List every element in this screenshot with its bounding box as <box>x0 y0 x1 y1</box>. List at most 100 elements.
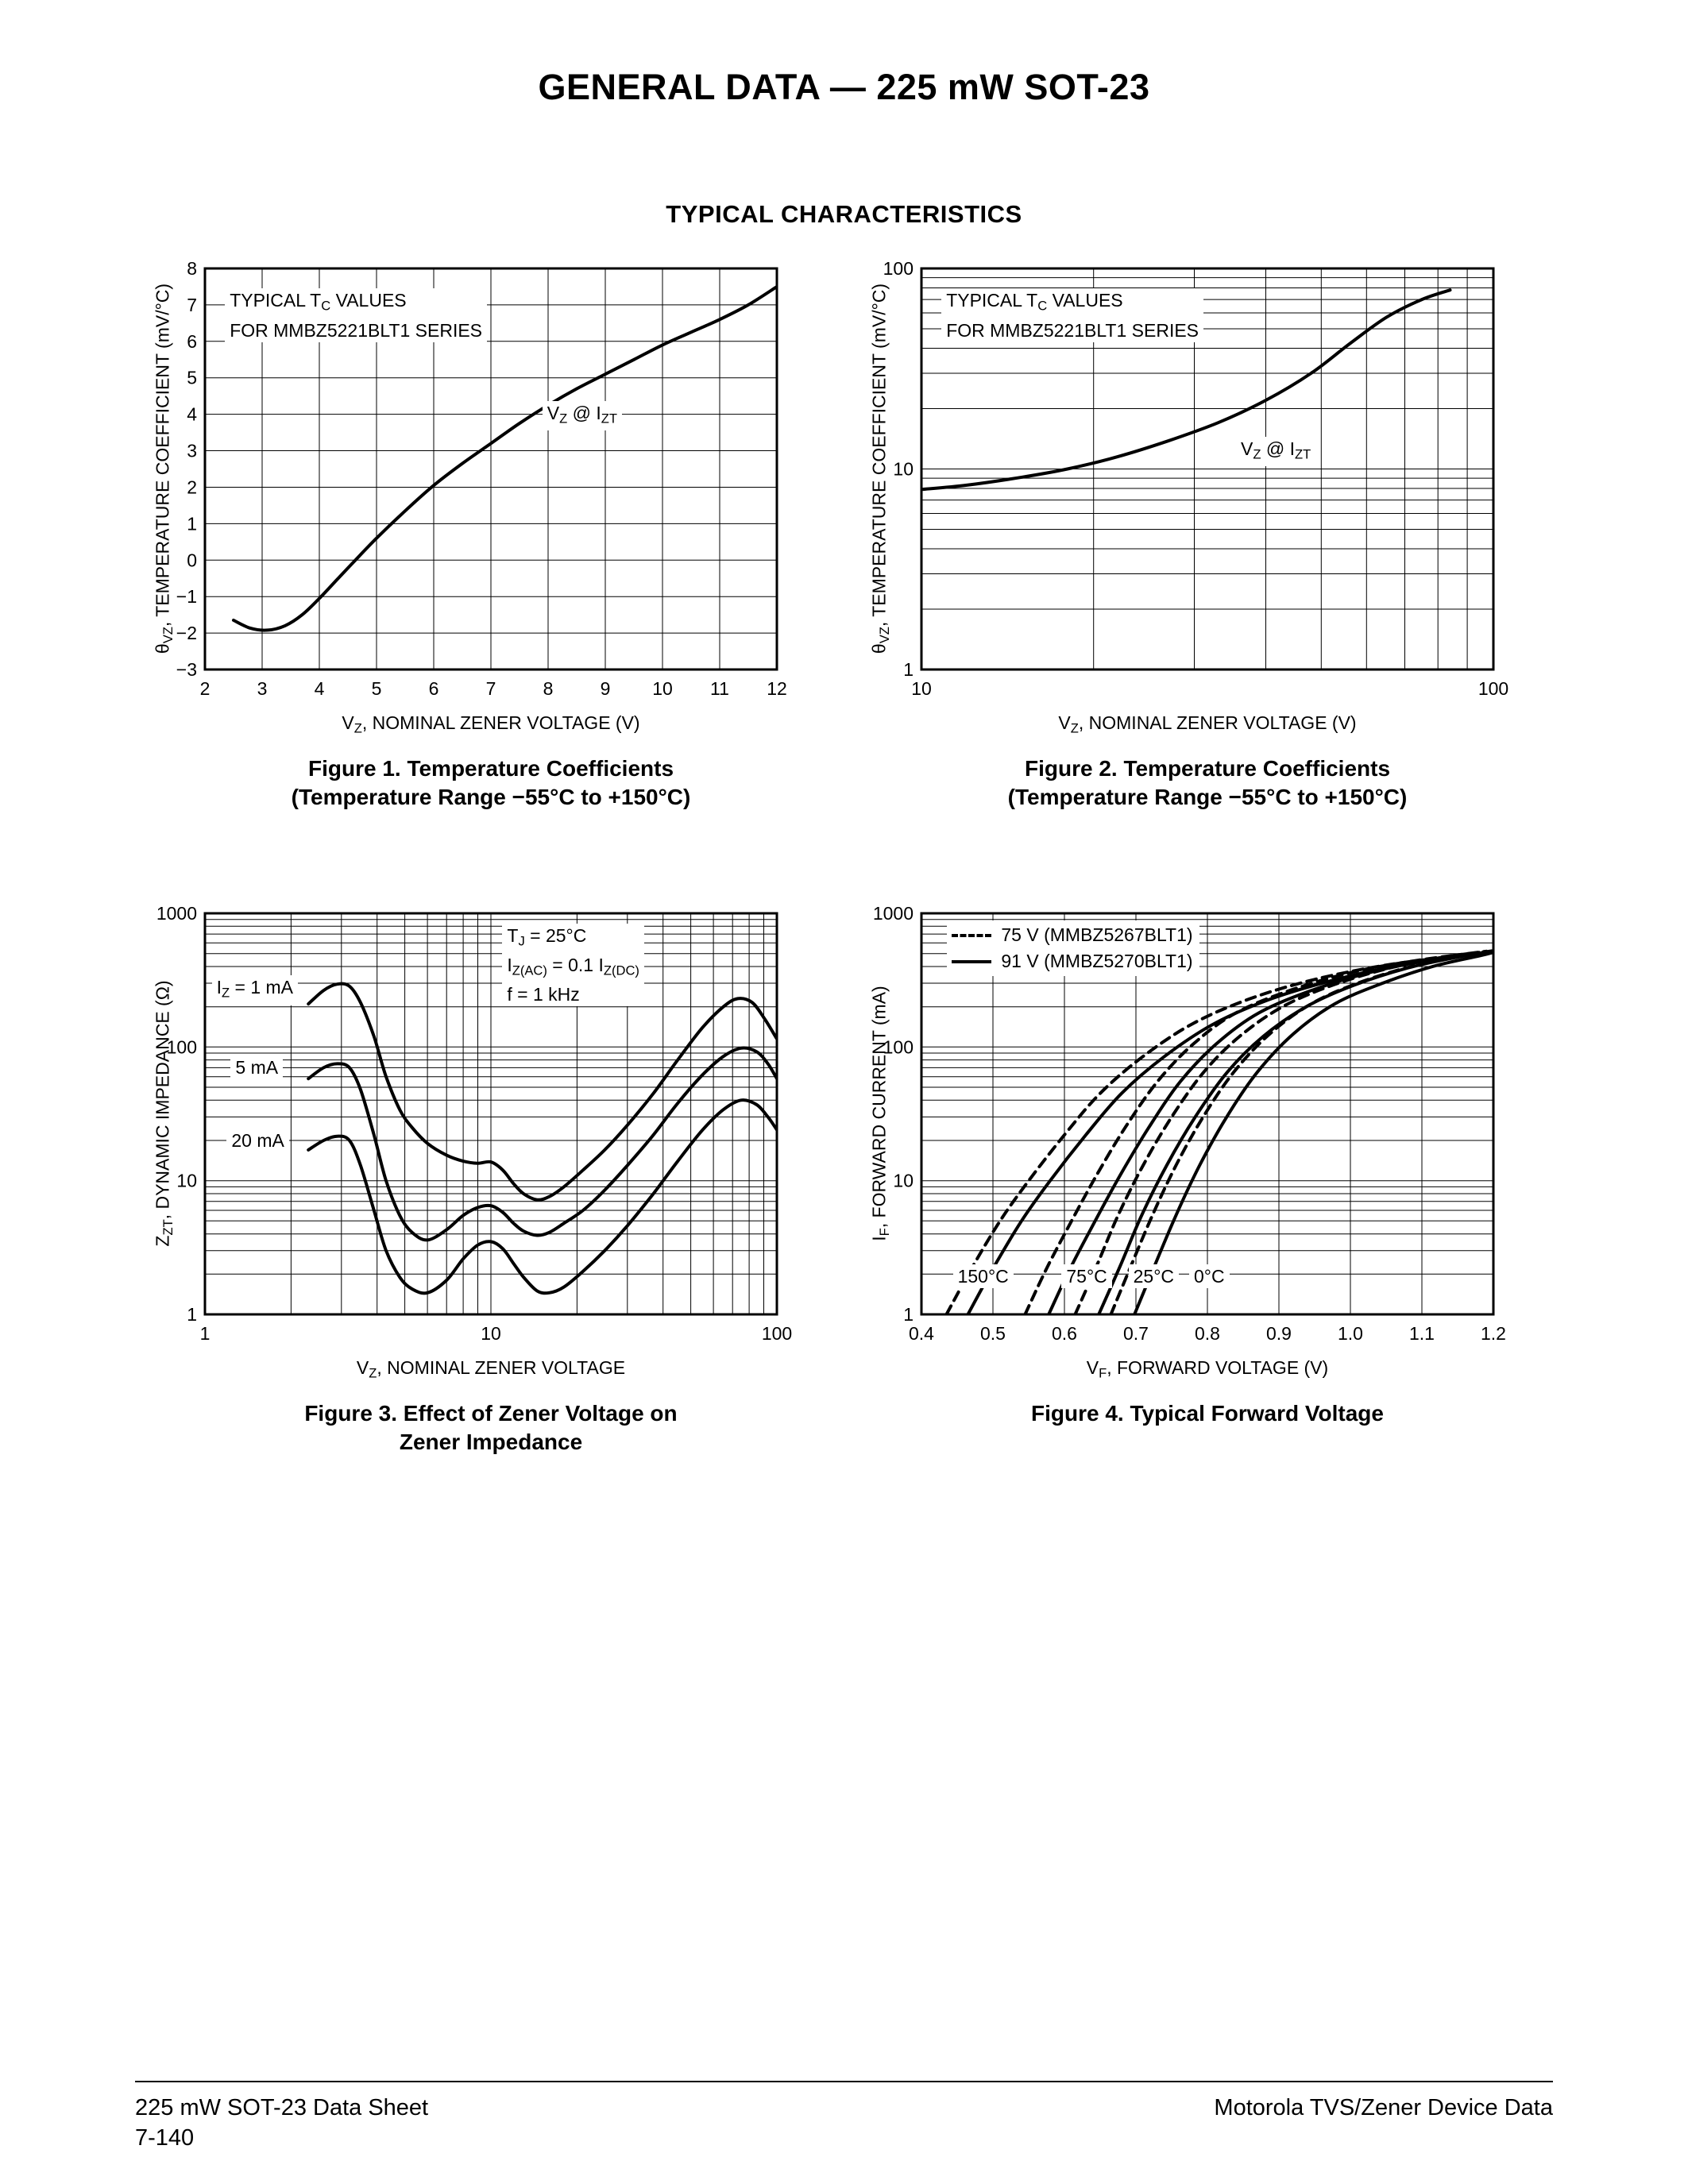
x-tick-label: 1.0 <box>1338 1323 1363 1344</box>
y-tick-label: 10 <box>176 1171 197 1191</box>
x-tick-label: 1.1 <box>1409 1323 1435 1344</box>
figure-4: IF, FORWARD CURRENT (mA) 0.4 0.5 0.6 0.7 0.8… <box>858 901 1557 1472</box>
y-tick-label: 1 <box>187 513 197 534</box>
forward-0c-75v <box>1109 949 1493 1314</box>
y-tick-label: 100 <box>883 1036 914 1057</box>
impedance-1ma <box>307 982 777 1202</box>
y-tick-label: 1 <box>903 1304 914 1325</box>
forward-0c-91v <box>1133 951 1493 1314</box>
x-tick-label: 100 <box>1478 678 1508 699</box>
figure-4-chart: 0.4 0.5 0.6 0.7 0.8 0.9 1.0 1.1 1.2 1 10 100 1000 150… <box>858 901 1509 1352</box>
x-tick-label: 10 <box>481 1323 501 1344</box>
x-tick-label: 9 <box>601 678 611 699</box>
y-tick-label: 6 <box>187 331 197 352</box>
x-tick-label: 0.8 <box>1195 1323 1220 1344</box>
figure-3-x-axis-title: VZ, NOMINAL ZENER VOLTAGE <box>356 1357 626 1381</box>
plot-border <box>920 912 1495 1316</box>
y-tick-label: 4 <box>187 404 197 425</box>
figure-3: ZZT, DYNAMIC IMPEDANCE (Ω) 1 10 100 1 10 100 1… <box>141 901 840 1472</box>
series <box>921 288 1452 492</box>
x-tick-label: 1 <box>200 1323 211 1344</box>
footer-page-number: 7-140 <box>135 2125 195 2151</box>
x-tick-label: 5 <box>372 678 382 699</box>
x-tick-label: 0.9 <box>1266 1323 1292 1344</box>
caption-line: Figure 1. Temperature Coefficients <box>307 756 674 781</box>
x-tick-label: 1.2 <box>1481 1323 1506 1344</box>
page-title: GENERAL DATA — 225 mW SOT-23 <box>538 67 1150 107</box>
x-tick-label: 0.5 <box>980 1323 1006 1344</box>
impedance-5ma <box>307 1046 777 1242</box>
figure-2-caption: Figure 2. Temperature Coefficients (Temp… <box>890 754 1525 812</box>
y-tick-label: 100 <box>167 1036 197 1057</box>
caption-line: Zener Impedance <box>399 1430 583 1454</box>
series <box>944 949 1493 1314</box>
x-tick-label: 6 <box>429 678 439 699</box>
x-tick-label: 12 <box>767 678 787 699</box>
figure-3-zener-impedance-svg: 1 10 100 1 10 100 1000 <box>156 903 792 1344</box>
x-tick-label: 3 <box>257 678 268 699</box>
grid <box>921 268 1494 670</box>
x-tick-label: 10 <box>652 678 673 699</box>
y-tick-label: −2 <box>176 623 197 643</box>
tc-curve <box>232 285 777 632</box>
figure-4-caption: Figure 4. Typical Forward Voltage <box>890 1399 1525 1428</box>
caption-line: (Temperature Range −55°C to +150°C) <box>1007 785 1408 809</box>
plot-border <box>203 267 778 671</box>
figure-4-x-axis-title: VF, FORWARD VOLTAGE (V) <box>1086 1357 1329 1381</box>
footer-left-line1: 225 mW SOT-23 Data Sheet <box>135 2095 429 2120</box>
y-tick-label: 0 <box>187 550 197 570</box>
grid <box>204 913 778 1315</box>
plot-border <box>920 267 1495 671</box>
figure-3-chart: 1 10 100 1 10 100 1000 TJ = 25°C IZ(AC) = 0.1 IZ… <box>141 901 793 1352</box>
tick-labels: 1 10 100 1 10 100 1000 <box>156 903 792 1344</box>
x-tick-label: 0.7 <box>1123 1323 1149 1344</box>
x-tick-label: 2 <box>200 678 211 699</box>
y-tick-label: 1000 <box>156 903 197 924</box>
series <box>232 285 777 632</box>
x-tick-label: 11 <box>710 678 729 699</box>
figure-1-chart: 2 3 4 5 6 7 8 9 10 11 12 −3 −2 −1 0 1 2 3 4 5 6 7 8 TYPICAL TC … <box>141 256 793 708</box>
impedance-20ma <box>307 1098 777 1295</box>
y-tick-label: 100 <box>883 258 914 279</box>
grid <box>204 268 778 670</box>
footer-rule <box>135 2081 1553 2082</box>
x-tick-label: 8 <box>543 678 554 699</box>
figure-3-caption: Figure 3. Effect of Zener Voltage on Zen… <box>173 1399 809 1457</box>
forward-75c-75v <box>1023 951 1481 1314</box>
tc-curve-high-voltage <box>921 288 1452 492</box>
y-tick-label: −1 <box>176 586 197 607</box>
series <box>307 982 777 1295</box>
footer-right: Motorola TVS/Zener Device Data <box>1214 2095 1553 2120</box>
figure-4-forward-voltage-svg: 0.4 0.5 0.6 0.7 0.8 0.9 1.0 1.1 1.2 1 10 100 1000 <box>873 903 1506 1344</box>
y-tick-label: 2 <box>187 477 197 498</box>
figure-1-caption: Figure 1. Temperature Coefficients (Temp… <box>173 754 809 812</box>
figure-1-x-axis-title: VZ, NOMINAL ZENER VOLTAGE (V) <box>342 712 640 736</box>
y-tick-label: 10 <box>893 1171 914 1191</box>
y-tick-label: 1 <box>903 659 914 680</box>
plot-border <box>203 912 778 1316</box>
x-tick-label: 0.6 <box>1052 1323 1077 1344</box>
y-tick-label: 10 <box>893 459 914 480</box>
caption-line: (Temperature Range −55°C to +150°C) <box>291 785 691 809</box>
forward-25c-75v <box>1073 949 1488 1314</box>
figure-2-x-axis-title: VZ, NOMINAL ZENER VOLTAGE (V) <box>1058 712 1357 736</box>
y-tick-label: −3 <box>176 659 197 680</box>
y-tick-label: 8 <box>187 258 197 279</box>
x-tick-label: 0.4 <box>909 1323 934 1344</box>
tick-labels: 0.4 0.5 0.6 0.7 0.8 0.9 1.0 1.1 1.2 1 10 100 1000 <box>873 903 1506 1344</box>
caption-line: Figure 2. Temperature Coefficients <box>1024 756 1391 781</box>
y-tick-label: 1000 <box>873 903 914 924</box>
caption-line: Figure 4. Typical Forward Voltage <box>1031 1401 1384 1426</box>
x-tick-label: 7 <box>486 678 496 699</box>
y-tick-label: 3 <box>187 441 197 461</box>
x-tick-label: 4 <box>315 678 325 699</box>
x-tick-label: 100 <box>762 1323 792 1344</box>
y-tick-label: 5 <box>187 368 197 388</box>
figure-2-chart: 10 100 1 10 100 TYPICAL TC VALUES FOR MMBZ5221… <box>858 256 1509 708</box>
